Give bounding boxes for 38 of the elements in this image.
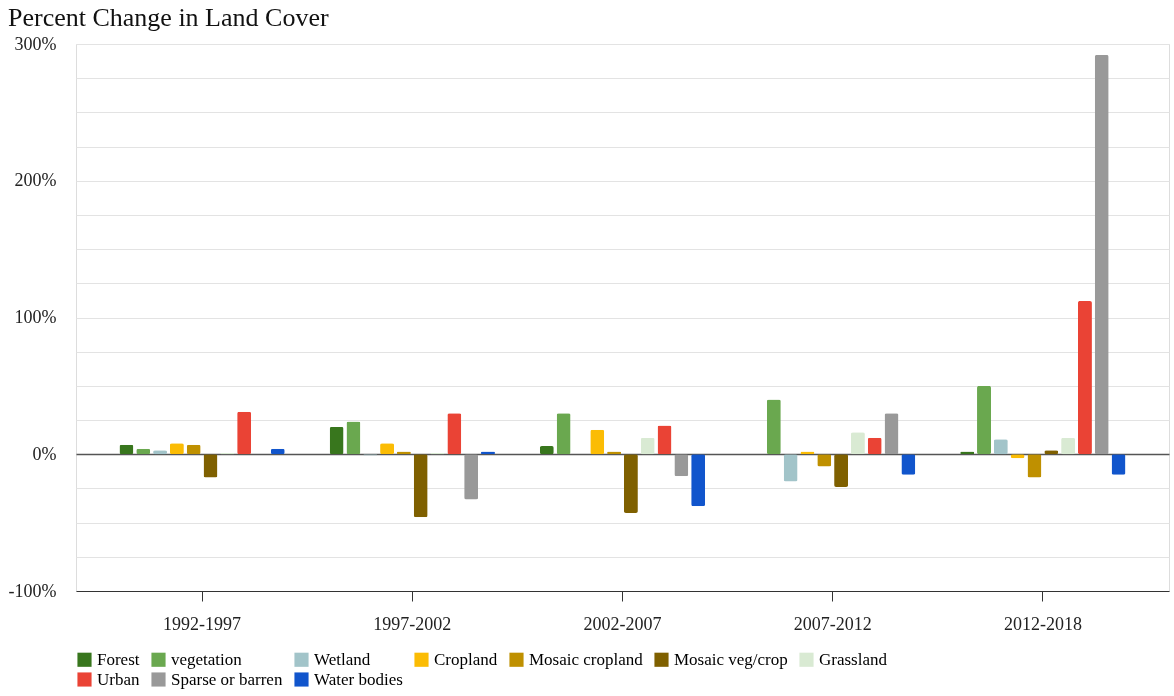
bar — [657, 425, 672, 455]
y-tick-label: 0% — [32, 443, 57, 464]
legend-label: Grassland — [819, 649, 888, 669]
legend-label: Forest — [97, 649, 140, 669]
legend-label: Mosaic cropland — [529, 649, 644, 669]
bar — [1077, 301, 1092, 455]
bar — [640, 437, 655, 455]
legend-label: Sparse or barren — [171, 669, 283, 689]
bar — [884, 413, 899, 455]
bar — [1094, 54, 1109, 455]
x-tick-label: 1992-1997 — [163, 613, 242, 634]
legend-label: Cropland — [434, 649, 498, 669]
x-tick-label: 1997-2002 — [373, 613, 452, 634]
x-tick-label: 2007-2012 — [793, 613, 872, 634]
bar — [464, 454, 479, 500]
y-tick-label: 100% — [14, 307, 57, 327]
legend-label: vegetation — [171, 649, 243, 669]
bar — [346, 421, 361, 455]
bar — [447, 413, 462, 455]
legend-label: Wetland — [314, 649, 371, 669]
bar — [977, 385, 992, 455]
y-tick-label: 200% — [14, 170, 57, 191]
bar — [237, 411, 252, 455]
bar — [623, 454, 638, 514]
bar — [556, 413, 571, 455]
y-tick-label: -100% — [8, 580, 57, 601]
bar — [834, 454, 849, 488]
y-tick-label: 300% — [14, 33, 57, 54]
bar — [766, 399, 781, 455]
bar — [329, 426, 344, 455]
legend-label: Mosaic veg/crop — [674, 649, 788, 669]
bar — [413, 454, 428, 518]
chart-title: Percent Change in Land Cover — [8, 3, 329, 32]
bar — [691, 454, 706, 507]
x-tick-label: 2012-2018 — [1003, 613, 1082, 634]
x-tick-label: 2002-2007 — [583, 613, 662, 634]
legend-label: Urban — [97, 669, 140, 689]
legend-label: Water bodies — [314, 669, 403, 689]
